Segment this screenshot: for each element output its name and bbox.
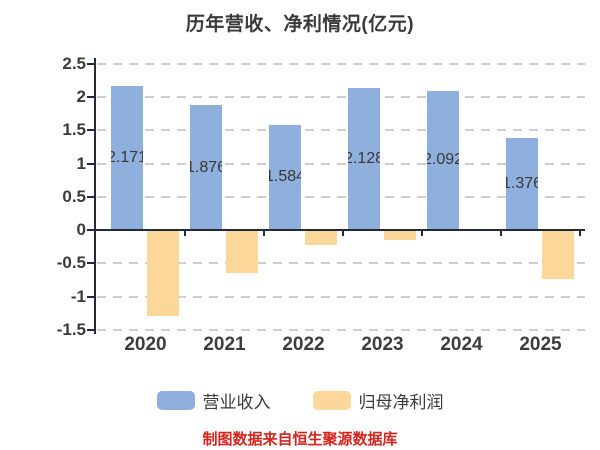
legend-item-revenue: 营业收入 bbox=[156, 388, 271, 413]
bar-value-label: 2.128 bbox=[348, 150, 380, 168]
net-profit-bar bbox=[542, 230, 574, 279]
y-axis-tick-label: 0 bbox=[76, 220, 86, 239]
y-axis-tick bbox=[87, 96, 94, 98]
x-axis-tick bbox=[579, 230, 581, 236]
legend: 营业收入 归母净利润 bbox=[0, 388, 600, 413]
x-axis-tick bbox=[421, 230, 423, 236]
net-profit-legend-swatch bbox=[312, 391, 351, 410]
revenue-bar: 2.092 bbox=[427, 90, 459, 230]
y-axis-tick bbox=[87, 195, 94, 198]
y-axis-tick-label: 0.5 bbox=[62, 186, 86, 206]
x-axis-tick-label: 2025 bbox=[519, 334, 562, 355]
revenue-legend-label: 营业收入 bbox=[202, 393, 271, 412]
y-axis-tick bbox=[87, 229, 94, 231]
gridline bbox=[97, 262, 585, 265]
x-axis-tick-label: 2021 bbox=[203, 334, 246, 355]
gridline bbox=[97, 96, 585, 98]
net-profit-bar bbox=[384, 230, 416, 240]
gridline bbox=[97, 162, 585, 165]
revenue-bar: 1.584 bbox=[269, 124, 301, 230]
y-axis-tick bbox=[87, 295, 94, 298]
data-source-note: 制图数据来自恒生聚源数据库 bbox=[202, 431, 398, 448]
zero-line bbox=[94, 229, 585, 231]
y-axis-tick-label: 2 bbox=[76, 87, 86, 106]
y-axis-tick bbox=[87, 162, 94, 165]
x-axis-tick bbox=[263, 230, 265, 236]
x-axis-tick-label: 2024 bbox=[440, 334, 483, 355]
net-profit-bar bbox=[305, 230, 337, 246]
x-axis-tick bbox=[342, 230, 344, 236]
revenue-bar: 1.376 bbox=[506, 138, 538, 230]
bar-value-label: 1.376 bbox=[506, 175, 538, 193]
revenue-legend-swatch bbox=[156, 391, 195, 410]
y-axis-tick-label: -1 bbox=[70, 286, 86, 306]
revenue-bar: 2.171 bbox=[111, 85, 143, 230]
y-axis-tick bbox=[87, 62, 94, 65]
y-axis-tick-label: -0.5 bbox=[56, 253, 86, 273]
x-axis-tick bbox=[500, 230, 502, 236]
gridline bbox=[97, 328, 585, 331]
y-axis-tick-label: 2.5 bbox=[62, 53, 86, 73]
y-axis-tick bbox=[87, 262, 94, 265]
revenue-bar: 2.128 bbox=[348, 88, 380, 230]
x-axis-tick-label: 2020 bbox=[124, 334, 167, 355]
gridline bbox=[97, 295, 585, 298]
x-axis-tick bbox=[184, 230, 186, 236]
gridline bbox=[97, 195, 585, 198]
y-axis-tick bbox=[87, 129, 94, 132]
chart-title: 历年营收、净利情况(亿元) bbox=[185, 14, 415, 35]
legend-item-net-profit: 归母净利润 bbox=[312, 388, 444, 413]
net-profit-bar bbox=[147, 230, 179, 317]
net-profit-bar bbox=[226, 230, 258, 274]
revenue-bar: 1.876 bbox=[190, 105, 222, 230]
x-axis-tick-label: 2022 bbox=[282, 334, 325, 355]
bar-value-label: 1.876 bbox=[190, 158, 222, 176]
y-axis-tick-label: 1 bbox=[76, 153, 86, 173]
x-axis-tick-label: 2023 bbox=[361, 334, 404, 355]
y-axis-tick-label: 1.5 bbox=[62, 120, 86, 140]
gridline bbox=[97, 129, 585, 132]
y-axis-tick bbox=[87, 328, 94, 331]
bar-value-label: 1.584 bbox=[269, 168, 301, 186]
net-profit-legend-label: 归母净利润 bbox=[358, 393, 444, 412]
y-axis-line bbox=[94, 58, 96, 334]
y-axis-tick-label: -1.5 bbox=[56, 319, 86, 339]
bar-value-label: 2.171 bbox=[111, 148, 143, 166]
bar-value-label: 2.092 bbox=[427, 151, 459, 169]
gridline bbox=[97, 62, 585, 65]
